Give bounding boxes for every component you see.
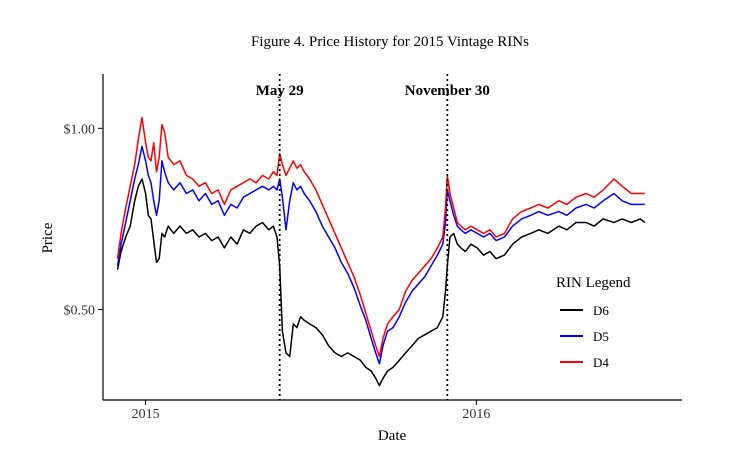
y-tick-label-2: $0.50 xyxy=(64,303,96,318)
x-ticks: 2015 2016 xyxy=(132,400,490,422)
annotation-label-1: May 29 xyxy=(256,83,304,99)
y-ticks: $1.00 $0.50 xyxy=(64,122,103,318)
legend-label-d5: D5 xyxy=(593,329,609,344)
legend-title: RIN Legend xyxy=(556,275,631,291)
annotations: May 29 November 30 xyxy=(256,74,490,400)
legend: RIN Legend D6 D5 D4 xyxy=(556,275,631,370)
y-tick-label-1: $1.00 xyxy=(64,122,96,137)
plot-area xyxy=(116,116,646,387)
chart-title: Figure 4. Price History for 2015 Vintage… xyxy=(251,34,529,50)
series-line-d5 xyxy=(116,145,645,365)
x-axis-label: Date xyxy=(378,428,407,444)
series-line-d6 xyxy=(116,178,646,387)
legend-items: D6 D5 D4 xyxy=(560,303,609,370)
x-tick-label-1: 2015 xyxy=(132,407,160,422)
legend-label-d6: D6 xyxy=(593,303,609,318)
annotation-label-2: November 30 xyxy=(405,83,490,99)
y-axis-label: Price xyxy=(40,222,56,253)
series-line-d4 xyxy=(116,116,645,358)
x-tick-label-2: 2016 xyxy=(462,407,490,422)
legend-label-d4: D4 xyxy=(593,355,609,370)
